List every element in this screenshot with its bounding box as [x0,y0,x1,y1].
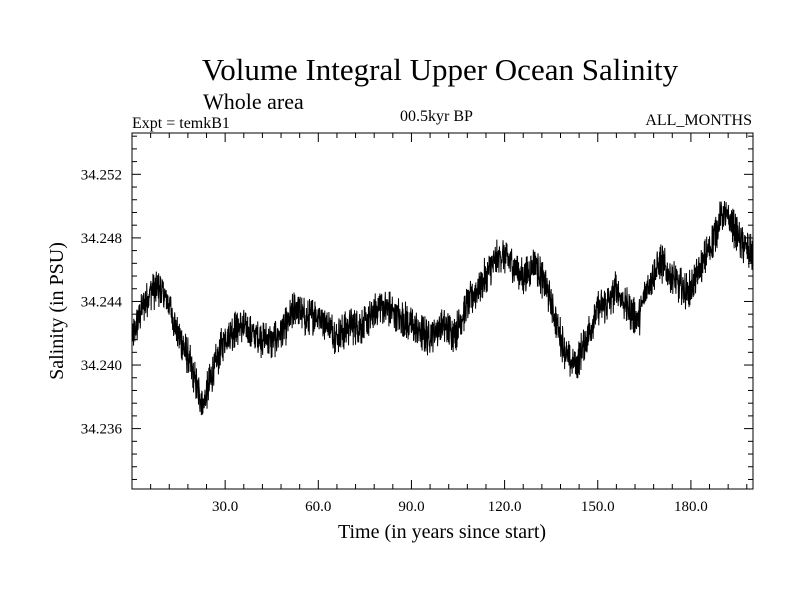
y-tick-label: 34.240 [81,358,122,374]
salinity-series-line [131,200,754,416]
experiment-label: Expt = temkB1 [132,115,230,132]
y-tick-label: 34.248 [81,231,122,247]
x-tick-label: 30.0 [212,499,238,515]
chart-title: Volume Integral Upper Ocean Salinity [201,52,679,87]
chart-subtitle: Whole area [203,89,304,114]
series-group [131,200,754,416]
plot-frame [131,132,754,490]
x-tick-label: 180.0 [674,499,708,515]
axis-ticks: 30.0 60.0 90.0 120.0 150.0 180.0 34.236 34.240 3… [81,133,753,515]
y-axis-label: Salinity (in PSU) [46,242,68,380]
y-tick-label: 34.236 [81,422,123,438]
months-label: ALL_MONTHS [645,112,752,129]
y-tick-label: 34.252 [81,167,122,183]
y-tick-label: 34.244 [81,294,123,310]
period-label: 00.5kyr BP [400,108,473,125]
x-axis-label: Time (in years since start) [338,521,546,543]
x-tick-label: 60.0 [305,499,331,515]
x-tick-label: 90.0 [398,499,424,515]
x-tick-label: 150.0 [581,499,615,515]
x-tick-label: 120.0 [488,499,522,515]
